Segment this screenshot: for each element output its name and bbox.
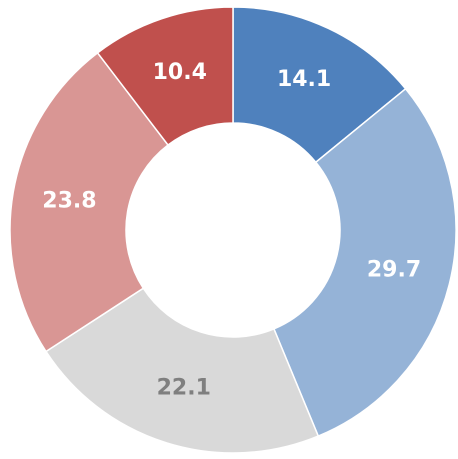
- donut-slice: [9, 51, 170, 353]
- data-label: 14.1: [277, 67, 331, 92]
- donut-slice: [44, 287, 320, 454]
- data-label: 10.4: [153, 60, 207, 85]
- donut-slice: [272, 87, 457, 438]
- data-label: 23.8: [42, 189, 96, 214]
- donut-slice: [96, 6, 234, 147]
- data-label: 29.7: [367, 257, 421, 282]
- data-label: 22.1: [157, 376, 211, 401]
